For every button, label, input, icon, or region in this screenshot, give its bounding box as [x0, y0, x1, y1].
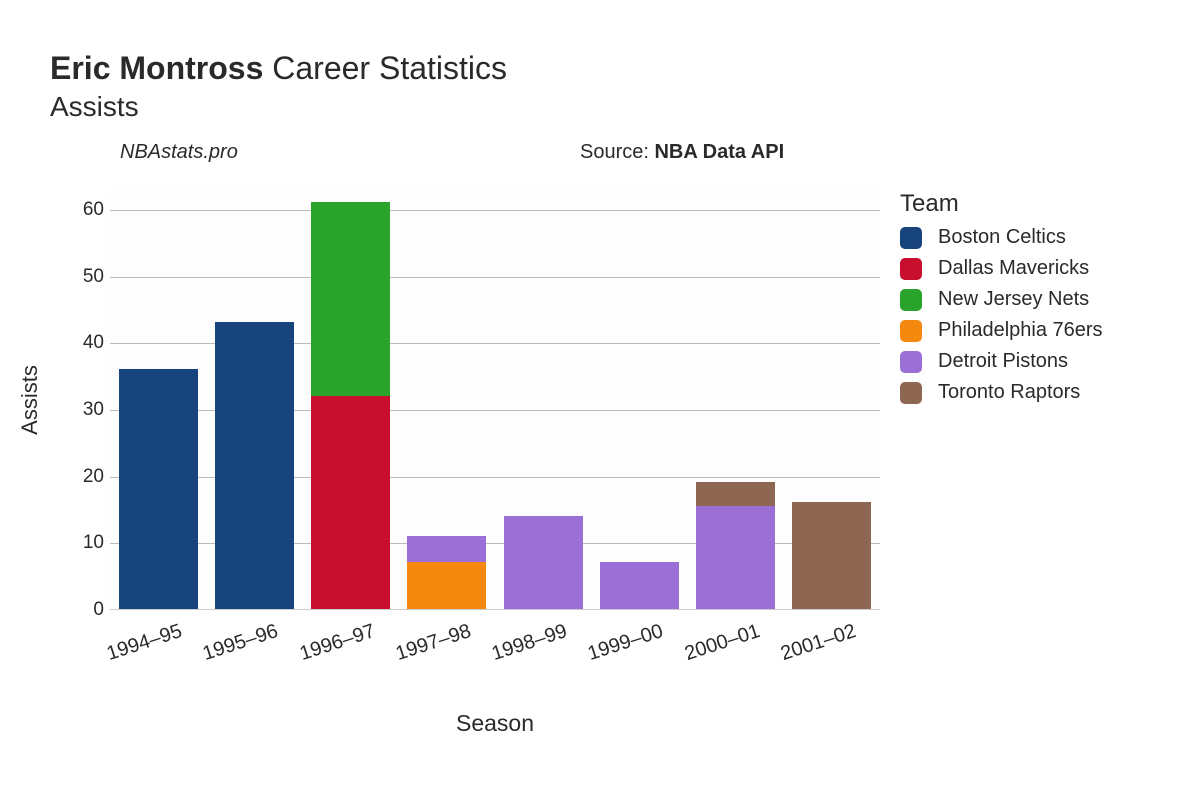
- legend-item: Dallas Mavericks: [900, 257, 1160, 280]
- legend-item: Boston Celtics: [900, 226, 1160, 249]
- bar-column: [119, 369, 198, 609]
- legend-swatch: [900, 227, 922, 249]
- bar-column: [504, 516, 583, 609]
- x-tick-label: 2001–02: [757, 620, 859, 673]
- legend-item: New Jersey Nets: [900, 288, 1160, 311]
- bar-segment: [696, 506, 775, 609]
- y-tick-label: 50: [68, 266, 104, 288]
- bar-segment: [407, 562, 486, 609]
- y-tick-label: 20: [68, 466, 104, 488]
- bar-segment: [215, 322, 294, 609]
- legend-label: Boston Celtics: [938, 226, 1066, 249]
- bar-segment: [119, 369, 198, 609]
- bar-segment: [792, 502, 871, 609]
- legend-item: Philadelphia 76ers: [900, 319, 1160, 342]
- bar-column: [696, 482, 775, 609]
- gridline: [110, 210, 880, 211]
- legend-label: Detroit Pistons: [938, 350, 1068, 373]
- legend-title: Team: [900, 190, 1160, 218]
- legend-swatch: [900, 289, 922, 311]
- page-root: Eric Montross Career Statistics Assists …: [0, 0, 1200, 800]
- x-axis-label: Season: [110, 710, 880, 737]
- x-tick-label: 1999–00: [564, 620, 666, 673]
- page-title: Eric Montross Career Statistics: [50, 50, 1160, 87]
- bar-segment: [504, 516, 583, 609]
- legend-item: Toronto Raptors: [900, 381, 1160, 404]
- legend-label: New Jersey Nets: [938, 288, 1089, 311]
- y-tick-label: 40: [68, 332, 104, 354]
- title-player-name: Eric Montross: [50, 50, 263, 86]
- x-tick-label: 1996–97: [276, 620, 378, 673]
- bar-column: [600, 562, 679, 609]
- legend-swatch: [900, 382, 922, 404]
- bar-column: [311, 202, 390, 609]
- bar-column: [792, 502, 871, 609]
- chart: Assists 0102030405060 1994–951995–961996…: [50, 190, 1160, 750]
- title-suffix: Career Statistics: [263, 50, 507, 86]
- y-tick-label: 0: [68, 599, 104, 621]
- legend: Team Boston Celtics Dallas Mavericks New J…: [900, 190, 1160, 412]
- legend-swatch: [900, 351, 922, 373]
- source-name: NBA Data API: [654, 141, 784, 163]
- bar-column: [215, 322, 294, 609]
- x-tick-label: 1998–99: [468, 620, 570, 673]
- legend-swatch: [900, 258, 922, 280]
- legend-label: Toronto Raptors: [938, 381, 1080, 404]
- bar-segment: [600, 562, 679, 609]
- source-credit: Source: NBA Data API: [580, 141, 784, 164]
- credit-row: NBAstats.pro Source: NBA Data API: [50, 141, 1160, 169]
- y-axis-label: Assists: [17, 365, 43, 435]
- x-tick-label: 2000–01: [661, 620, 763, 673]
- legend-label: Dallas Mavericks: [938, 257, 1089, 280]
- bar-segment: [407, 536, 486, 563]
- bar-segment: [696, 482, 775, 505]
- x-tick-label: 1997–98: [372, 620, 474, 673]
- legend-label: Philadelphia 76ers: [938, 319, 1103, 342]
- bar-column: [407, 536, 486, 609]
- bar-segment: [311, 202, 390, 395]
- bar-segment: [311, 396, 390, 609]
- y-tick-label: 30: [68, 399, 104, 421]
- chart-subtitle: Assists: [50, 91, 1160, 123]
- legend-swatch: [900, 320, 922, 342]
- site-credit: NBAstats.pro: [120, 141, 238, 164]
- gridline: [110, 277, 880, 278]
- plot-area: [110, 190, 880, 610]
- x-tick-label: 1995–96: [179, 620, 281, 673]
- y-tick-label: 60: [68, 199, 104, 221]
- source-prefix: Source:: [580, 141, 654, 163]
- legend-item: Detroit Pistons: [900, 350, 1160, 373]
- x-tick-label: 1994–95: [83, 620, 185, 673]
- y-tick-label: 10: [68, 532, 104, 554]
